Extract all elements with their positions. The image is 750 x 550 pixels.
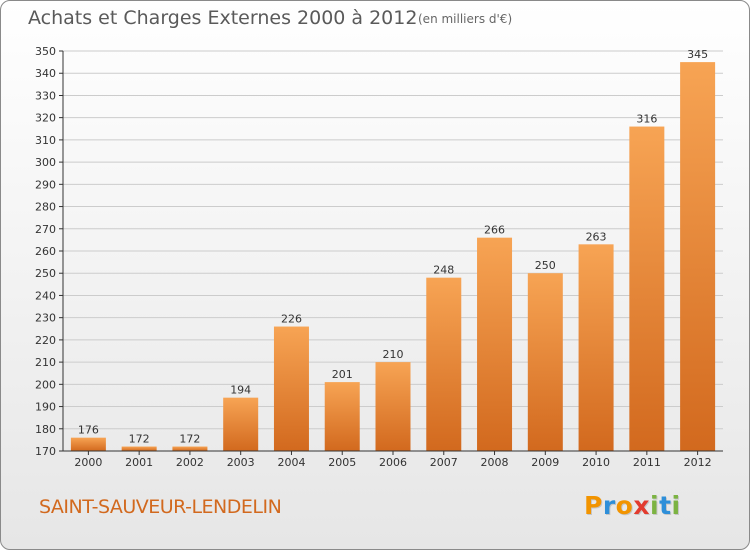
bar — [527, 273, 563, 451]
y-tick-label: 350 — [35, 45, 56, 58]
x-tick-label: 2006 — [379, 456, 407, 469]
y-tick-label: 310 — [35, 134, 56, 147]
town-name: SAINT-SAUVEUR-LENDELIN — [39, 496, 282, 518]
x-tick-label: 2012 — [684, 456, 712, 469]
x-tick-label: 2002 — [176, 456, 204, 469]
bar-value-label: 266 — [484, 224, 505, 237]
x-tick-label: 2007 — [430, 456, 458, 469]
logo-letter: o — [615, 491, 634, 520]
bar — [273, 326, 309, 451]
y-tick-label: 290 — [35, 178, 56, 191]
bar-value-label: 210 — [383, 348, 404, 361]
chart-title: Achats et Charges Externes 2000 à 2012 — [28, 7, 418, 29]
bars: 176 172 172 194 226 201 210 248 266 250 263 316 345 — [70, 48, 716, 452]
bar-value-label: 263 — [586, 230, 607, 243]
bar — [172, 446, 208, 451]
bar-value-label: 248 — [433, 264, 454, 277]
bar — [477, 237, 513, 451]
y-tick-label: 240 — [35, 289, 56, 302]
logo-letter: r — [602, 491, 616, 520]
logo-letter: P — [584, 491, 603, 520]
y-tick-label: 330 — [35, 89, 56, 102]
y-tick-label: 170 — [35, 445, 56, 458]
y-tick-label: 210 — [35, 356, 56, 369]
x-tick-label: 2008 — [481, 456, 509, 469]
chart-subtitle: (en milliers d'€) — [418, 12, 513, 26]
y-tick-label: 230 — [35, 312, 56, 325]
bar — [121, 446, 157, 451]
bar-value-label: 172 — [129, 433, 150, 446]
y-tick-label: 300 — [35, 156, 56, 169]
logo-letter: i — [671, 491, 681, 520]
bar — [70, 437, 106, 451]
y-tick-label: 320 — [35, 112, 56, 125]
x-tick-label: 2009 — [531, 456, 559, 469]
x-tick-label: 2001 — [125, 456, 153, 469]
y-tick-label: 180 — [35, 423, 56, 436]
bar — [324, 382, 360, 451]
bar — [223, 397, 259, 451]
bar — [578, 244, 614, 451]
x-tick-label: 2000 — [74, 456, 102, 469]
bar-value-label: 226 — [281, 313, 302, 326]
y-tick-label: 220 — [35, 334, 56, 347]
bar-value-label: 250 — [535, 259, 556, 272]
x-tick-label: 2011 — [633, 456, 661, 469]
y-tick-label: 340 — [35, 67, 56, 80]
bar — [629, 126, 665, 452]
bar-value-label: 201 — [332, 368, 353, 381]
x-tick-label: 2004 — [277, 456, 305, 469]
x-tick-label: 2005 — [328, 456, 356, 469]
bar-value-label: 345 — [687, 48, 708, 61]
bar — [680, 62, 716, 451]
logo-letter: i — [650, 491, 660, 520]
logo-letter: t — [659, 491, 672, 520]
bar-value-label: 172 — [179, 433, 200, 446]
axes: 170 180 190 200 210 220 230 240 250 260 270 280 290 3… — [35, 45, 723, 469]
bar — [375, 362, 411, 451]
y-tick-label: 250 — [35, 267, 56, 280]
y-tick-label: 280 — [35, 201, 56, 214]
proxiti-logo[interactable]: Proxiti — [584, 491, 681, 520]
bar-value-label: 194 — [230, 384, 251, 397]
bar-value-label: 176 — [78, 424, 99, 437]
x-tick-label: 2010 — [582, 456, 610, 469]
y-tick-label: 190 — [35, 401, 56, 414]
y-tick-label: 270 — [35, 223, 56, 236]
bar-value-label: 316 — [636, 113, 657, 126]
logo-letter: x — [633, 491, 650, 520]
x-tick-label: 2003 — [227, 456, 255, 469]
y-tick-label: 260 — [35, 245, 56, 258]
bar — [426, 277, 462, 451]
y-tick-label: 200 — [35, 378, 56, 391]
